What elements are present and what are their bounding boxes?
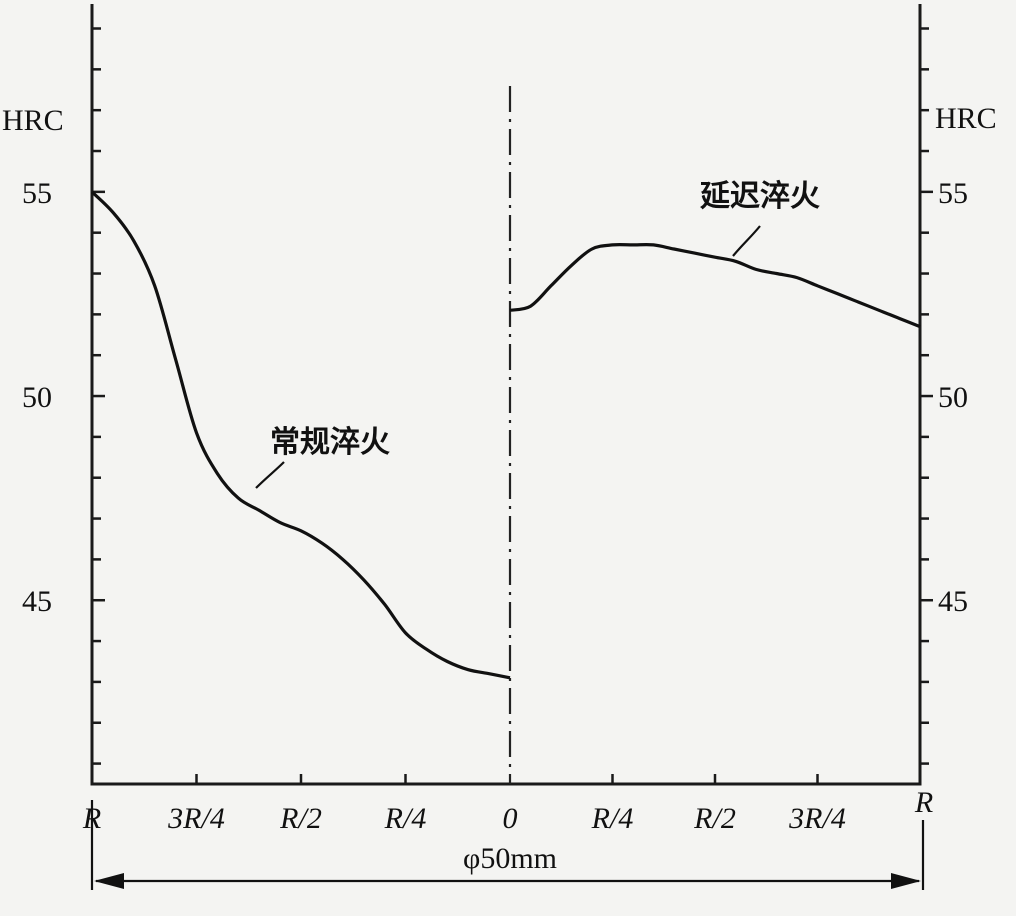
- leader-delayed: [732, 225, 761, 257]
- x-tick-label-right: 3R/4: [788, 802, 846, 835]
- x-tick-label-left: 3R/4: [167, 802, 225, 835]
- leader-conventional: [255, 461, 285, 489]
- dimension-label: φ50mm: [463, 842, 557, 875]
- y-axis-label-left: HRC: [2, 104, 64, 137]
- curves: [90, 190, 921, 680]
- labels: HRC HRC 常规淬火 延迟淬火 φ50mm: [2, 102, 997, 875]
- x-tick-label-right: R: [914, 786, 933, 819]
- arrow-left-icon: [94, 873, 124, 889]
- series-line-delayed: [509, 243, 921, 329]
- y-tick-label-right: 50: [938, 381, 968, 414]
- arrow-right-icon: [891, 873, 921, 889]
- y-tick-label-left: 55: [22, 177, 52, 210]
- x-tick-label-left: R/2: [279, 802, 322, 835]
- x-tick-label-right: R/2: [693, 802, 736, 835]
- x-tick-label-left: 0: [503, 802, 518, 835]
- x-tick-label-left: R/4: [384, 802, 427, 835]
- y-tick-label-right: 55: [938, 177, 968, 210]
- series-line-conventional: [90, 190, 511, 680]
- y-axis-label-right: HRC: [935, 102, 997, 135]
- x-tick-label-right: R/4: [591, 802, 634, 835]
- series-label-delayed: 延迟淬火: [699, 179, 820, 214]
- series-label-conventional: 常规淬火: [270, 425, 390, 460]
- plot-frame: [90, 4, 922, 786]
- y-ticks: 45 45 50 50 55 55: [22, 27, 968, 765]
- y-tick-label-left: 50: [22, 381, 52, 414]
- y-tick-label-right: 45: [938, 585, 968, 618]
- y-tick-label-left: 45: [22, 585, 52, 618]
- diameter-dimension-line: [90, 800, 925, 890]
- axes-frame: [90, 4, 922, 786]
